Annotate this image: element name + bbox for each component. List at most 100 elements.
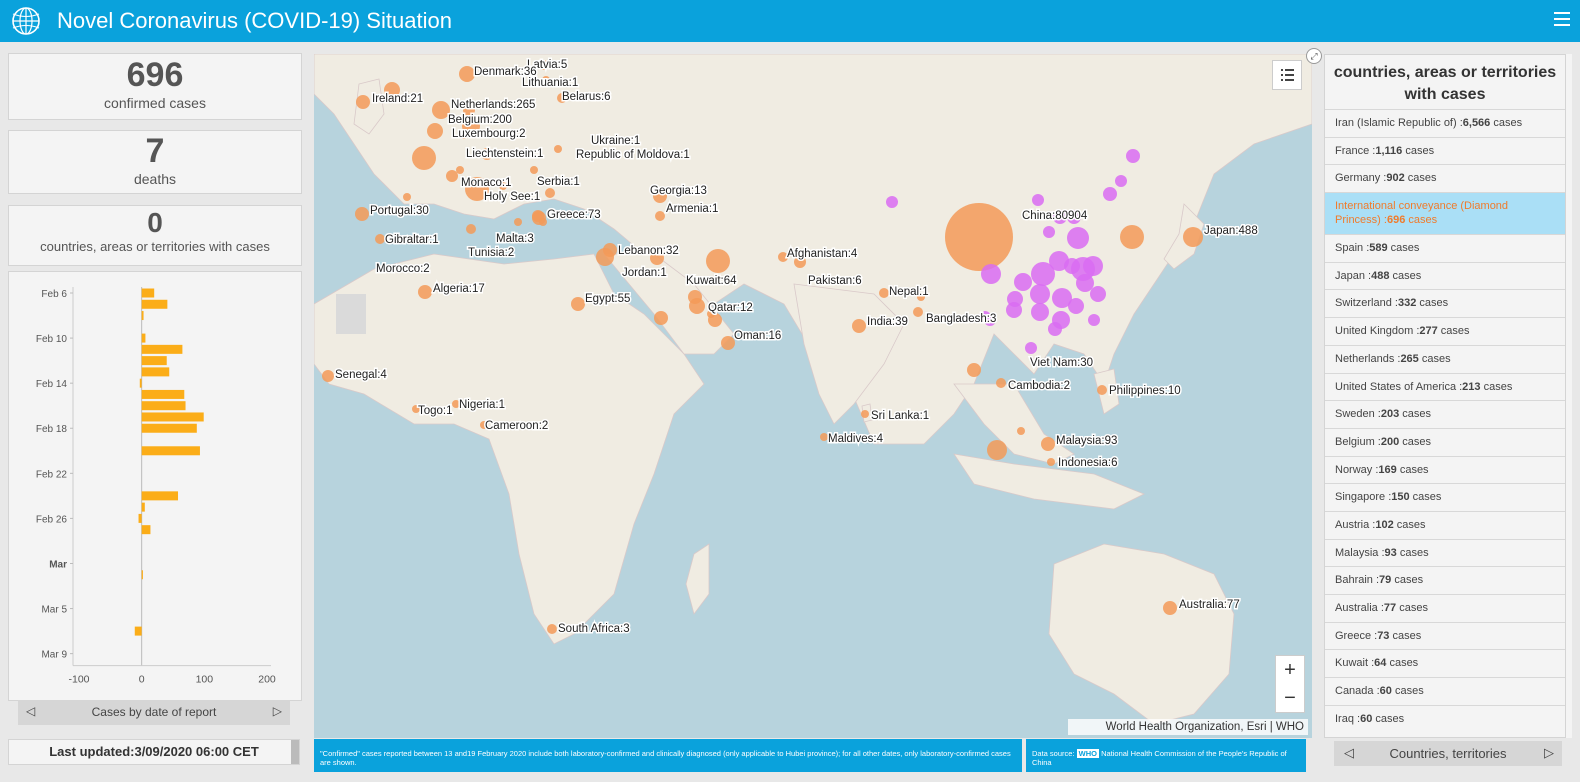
chevron-right-icon[interactable]: ▷ — [272, 704, 282, 718]
chevron-left-icon[interactable]: ◁ — [1344, 745, 1354, 760]
case-bubble[interactable] — [1053, 210, 1067, 224]
case-bubble[interactable] — [463, 104, 475, 116]
case-bubble[interactable] — [1067, 227, 1089, 249]
case-bubble[interactable] — [653, 189, 667, 203]
chart-bar[interactable] — [141, 525, 151, 535]
country-list-item[interactable]: Iran (Islamic Republic of) :6,566 cases — [1325, 109, 1565, 137]
case-bubble[interactable] — [1076, 274, 1094, 292]
case-bubble[interactable] — [852, 319, 866, 333]
case-bubble[interactable] — [655, 211, 665, 221]
chart-bar[interactable] — [141, 423, 197, 433]
chart-bar[interactable] — [139, 378, 142, 388]
case-bubble[interactable] — [1048, 322, 1062, 336]
case-bubble[interactable] — [1031, 303, 1049, 321]
case-bubble[interactable] — [446, 170, 458, 182]
case-bubble[interactable] — [355, 207, 369, 221]
case-bubble[interactable] — [917, 293, 925, 301]
case-bubble[interactable] — [1030, 284, 1050, 304]
chart-bar[interactable] — [141, 311, 144, 321]
scrollbar[interactable] — [1566, 54, 1572, 738]
country-list-item[interactable]: Germany :902 cases — [1325, 164, 1565, 192]
country-list-item[interactable]: Canada :60 cases — [1325, 677, 1565, 705]
case-bubble[interactable] — [545, 188, 555, 198]
case-bubble[interactable] — [1006, 302, 1022, 318]
case-bubble[interactable] — [1031, 262, 1055, 286]
case-bubble[interactable] — [1014, 273, 1032, 291]
case-bubble[interactable] — [650, 251, 664, 265]
case-bubble[interactable] — [1126, 149, 1140, 163]
case-bubble[interactable] — [542, 76, 550, 84]
chart-bar[interactable] — [141, 344, 183, 354]
case-bubble[interactable] — [1115, 175, 1127, 187]
country-list-item[interactable]: United Kingdom :277 cases — [1325, 317, 1565, 345]
case-bubble[interactable] — [466, 224, 476, 234]
case-bubble[interactable] — [596, 248, 614, 266]
case-bubble[interactable] — [1163, 601, 1177, 615]
case-bubble[interactable] — [1025, 342, 1037, 354]
country-list-item[interactable]: Iraq :60 cases — [1325, 704, 1565, 733]
country-list-item[interactable]: Singapore :150 cases — [1325, 483, 1565, 511]
chart-bar[interactable] — [134, 626, 142, 636]
case-bubble[interactable] — [547, 624, 557, 634]
case-bubble[interactable] — [886, 196, 898, 208]
country-list-item[interactable]: Sweden :203 cases — [1325, 400, 1565, 428]
case-bubble[interactable] — [689, 298, 705, 314]
case-bubble[interactable] — [499, 182, 507, 190]
country-list-item[interactable]: Australia :77 cases — [1325, 594, 1565, 622]
case-bubble[interactable] — [708, 313, 722, 327]
case-bubble[interactable] — [996, 378, 1006, 388]
case-bubble[interactable] — [1068, 298, 1084, 314]
chevron-left-icon[interactable]: ◁ — [26, 704, 36, 718]
case-bubble[interactable] — [706, 249, 730, 273]
case-bubble[interactable] — [1017, 427, 1025, 435]
case-bubble[interactable] — [384, 82, 400, 98]
country-list-item[interactable]: Belgium :200 cases — [1325, 427, 1565, 456]
case-bubble[interactable] — [554, 145, 562, 153]
case-bubble[interactable] — [1088, 314, 1100, 326]
country-list-item[interactable]: Spain :589 cases — [1325, 234, 1565, 262]
case-bubble[interactable] — [465, 177, 489, 201]
country-list-item[interactable]: Malaysia :93 cases — [1325, 538, 1565, 567]
expand-icon[interactable]: ⤢ — [1306, 48, 1322, 64]
case-bubble[interactable] — [967, 363, 981, 377]
chart-bar[interactable] — [141, 446, 200, 456]
chart-bar[interactable] — [141, 288, 155, 298]
case-bubble[interactable] — [945, 203, 1013, 271]
case-bubble[interactable] — [1032, 194, 1044, 206]
case-bubble[interactable] — [356, 95, 370, 109]
case-bubble[interactable] — [1103, 187, 1117, 201]
case-bubble[interactable] — [412, 146, 436, 170]
case-bubble[interactable] — [979, 311, 991, 323]
case-bubble[interactable] — [654, 311, 668, 325]
case-bubble[interactable] — [820, 433, 828, 441]
case-bubble[interactable] — [571, 297, 585, 311]
chart-bar[interactable] — [141, 367, 170, 377]
case-bubble[interactable] — [778, 252, 788, 262]
case-bubble[interactable] — [981, 264, 1001, 284]
chart-bar[interactable] — [141, 401, 186, 411]
case-bubble[interactable] — [427, 123, 443, 139]
case-bubble[interactable] — [1041, 437, 1055, 451]
case-bubble[interactable] — [1052, 288, 1072, 308]
country-list-item[interactable]: Austria :102 cases — [1325, 510, 1565, 539]
case-bubble[interactable] — [412, 405, 420, 413]
case-bubble[interactable] — [1043, 226, 1055, 238]
case-bubble[interactable] — [721, 336, 735, 350]
zoom-out-button[interactable]: − — [1284, 687, 1296, 709]
case-bubble[interactable] — [1183, 227, 1203, 247]
country-list-item[interactable]: Switzerland :332 cases — [1325, 289, 1565, 317]
case-bubble[interactable] — [861, 410, 869, 418]
case-bubble[interactable] — [794, 256, 806, 268]
zoom-in-button[interactable]: + — [1284, 659, 1296, 681]
chart-bar[interactable] — [141, 502, 145, 512]
country-list-item[interactable]: Norway :169 cases — [1325, 455, 1565, 484]
case-bubble[interactable] — [322, 370, 334, 382]
country-list-item[interactable]: Netherlands :265 cases — [1325, 344, 1565, 373]
chart-bar[interactable] — [141, 333, 146, 343]
chart-bar[interactable] — [141, 356, 167, 366]
case-bubble[interactable] — [539, 60, 549, 70]
case-bubble[interactable] — [418, 285, 432, 299]
chart-bar[interactable] — [141, 389, 185, 399]
case-bubble[interactable] — [1097, 385, 1107, 395]
